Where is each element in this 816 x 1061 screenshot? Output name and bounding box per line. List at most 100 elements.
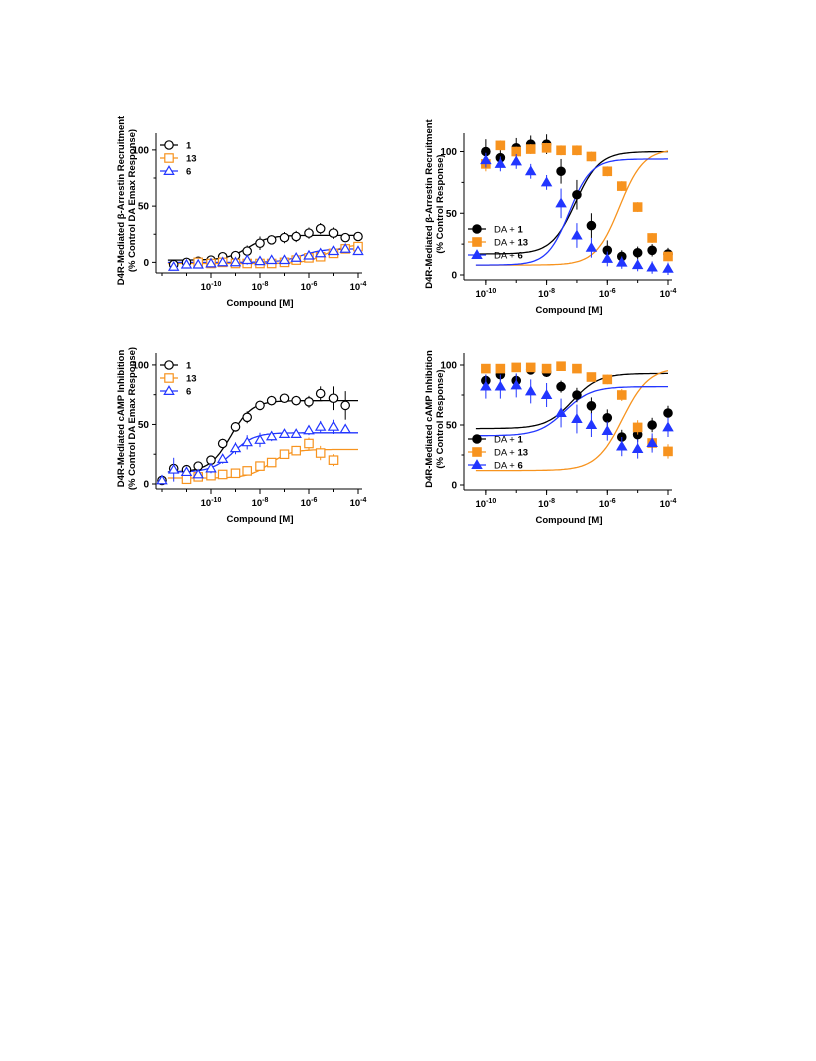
data-point: [242, 466, 252, 476]
data-point: [290, 251, 302, 262]
data-point: [631, 443, 644, 453]
data-point: [278, 254, 291, 265]
data-point: [217, 469, 228, 480]
data-point: [290, 428, 302, 438]
data-point: [572, 390, 582, 400]
data-point: [646, 261, 658, 272]
y-axis-label: D4R-Mediated cAMP Inhibition: [116, 350, 127, 488]
data-point: [494, 157, 507, 168]
x-tick-label: 10-10: [476, 288, 497, 300]
data-point: [525, 362, 536, 373]
x-tick-label: 10-10: [201, 281, 222, 293]
data-point: [616, 256, 628, 267]
x-tick-label: 10-4: [350, 281, 367, 293]
data-point: [291, 231, 301, 242]
data-point: [291, 395, 301, 406]
data-point: [217, 438, 228, 449]
data-point: [586, 151, 597, 162]
x-tick-label: 10-8: [252, 497, 269, 509]
data-point: [315, 223, 326, 234]
data-point: [327, 245, 340, 256]
x-tick-label: 10-6: [301, 497, 318, 509]
data-point: [327, 420, 340, 431]
legend-label: 13: [186, 154, 197, 165]
data-point: [510, 379, 522, 390]
data-point: [266, 395, 277, 406]
legend-label: DA + 6: [494, 251, 523, 262]
fit-curve-DA13: [475, 369, 669, 472]
data-point: [556, 361, 566, 371]
data-point: [571, 229, 583, 240]
data-point: [328, 228, 339, 238]
y-axis-label: D4R-Mediated β-Arrestin Recruitment: [116, 115, 127, 285]
y-tick-label: 0: [451, 481, 457, 492]
data-point: [585, 241, 598, 252]
data-point: [254, 434, 266, 444]
y-tick-label: 50: [446, 209, 458, 220]
data-point: [481, 363, 491, 374]
data-point: [555, 197, 567, 208]
data-point: [241, 254, 253, 265]
fit-curve-DA1: [475, 150, 668, 255]
legend-marker: [471, 249, 483, 259]
x-tick-label: 10-4: [350, 497, 367, 509]
data-point: [632, 247, 643, 258]
fit-curve-DA6: [475, 385, 668, 437]
data-point: [571, 413, 583, 423]
data-point: [192, 468, 204, 479]
data-point: [556, 166, 566, 177]
data-point: [266, 235, 277, 245]
series-DA6: [480, 152, 674, 275]
legend: 1 13 6: [160, 360, 197, 398]
legend-label: 1: [186, 361, 192, 372]
data-point: [216, 256, 229, 267]
data-point: [524, 385, 537, 396]
data-point: [279, 393, 290, 404]
chart-panel-top-right: 0 50 100 10-10 10-8 10-6 10-4 Compound [M] D4R-M…: [424, 118, 677, 316]
legend-label: 13: [186, 374, 197, 385]
legend-label: DA + 13: [494, 238, 528, 249]
data-point: [646, 437, 658, 447]
legend-label: 1: [186, 141, 192, 152]
y-tick-label: 50: [446, 421, 458, 432]
data-point: [230, 422, 241, 432]
legend-marker: [163, 165, 175, 175]
data-point: [616, 440, 628, 451]
data-point: [192, 258, 204, 269]
x-axis-label: Compound [M]: [535, 515, 602, 526]
y-tick-label: 50: [138, 202, 150, 213]
data-point: [328, 455, 339, 465]
data-point: [556, 381, 566, 392]
data-point: [632, 202, 643, 212]
data-point: [632, 422, 643, 433]
data-point: [181, 474, 192, 485]
data-point: [495, 363, 506, 374]
data-point: [255, 461, 265, 471]
x-axis-label: Compound [M]: [535, 305, 602, 316]
data-point: [242, 246, 252, 256]
data-point: [303, 249, 315, 260]
data-point: [328, 393, 339, 404]
data-point: [229, 256, 242, 267]
data-point: [601, 253, 614, 263]
y-tick-label: 0: [143, 480, 149, 491]
y-tick-label: 50: [138, 420, 150, 431]
data-point: [314, 420, 327, 431]
data-point: [254, 255, 266, 266]
fit-curve-DA6: [475, 158, 668, 266]
x-tick-label: 10-10: [476, 498, 497, 510]
legend-label: DA + 1: [494, 225, 524, 236]
data-point: [601, 425, 614, 435]
x-tick-label: 10-6: [301, 281, 318, 293]
y-tick-label: 0: [143, 258, 149, 269]
data-point: [495, 140, 506, 151]
data-point: [241, 436, 253, 447]
data-point: [339, 242, 351, 253]
x-tick-label: 10-8: [252, 281, 269, 293]
y-tick-label: 100: [440, 361, 457, 372]
data-point: [304, 228, 314, 238]
data-point: [555, 407, 567, 417]
y-tick-label: 100: [440, 147, 457, 158]
data-point: [339, 423, 351, 434]
